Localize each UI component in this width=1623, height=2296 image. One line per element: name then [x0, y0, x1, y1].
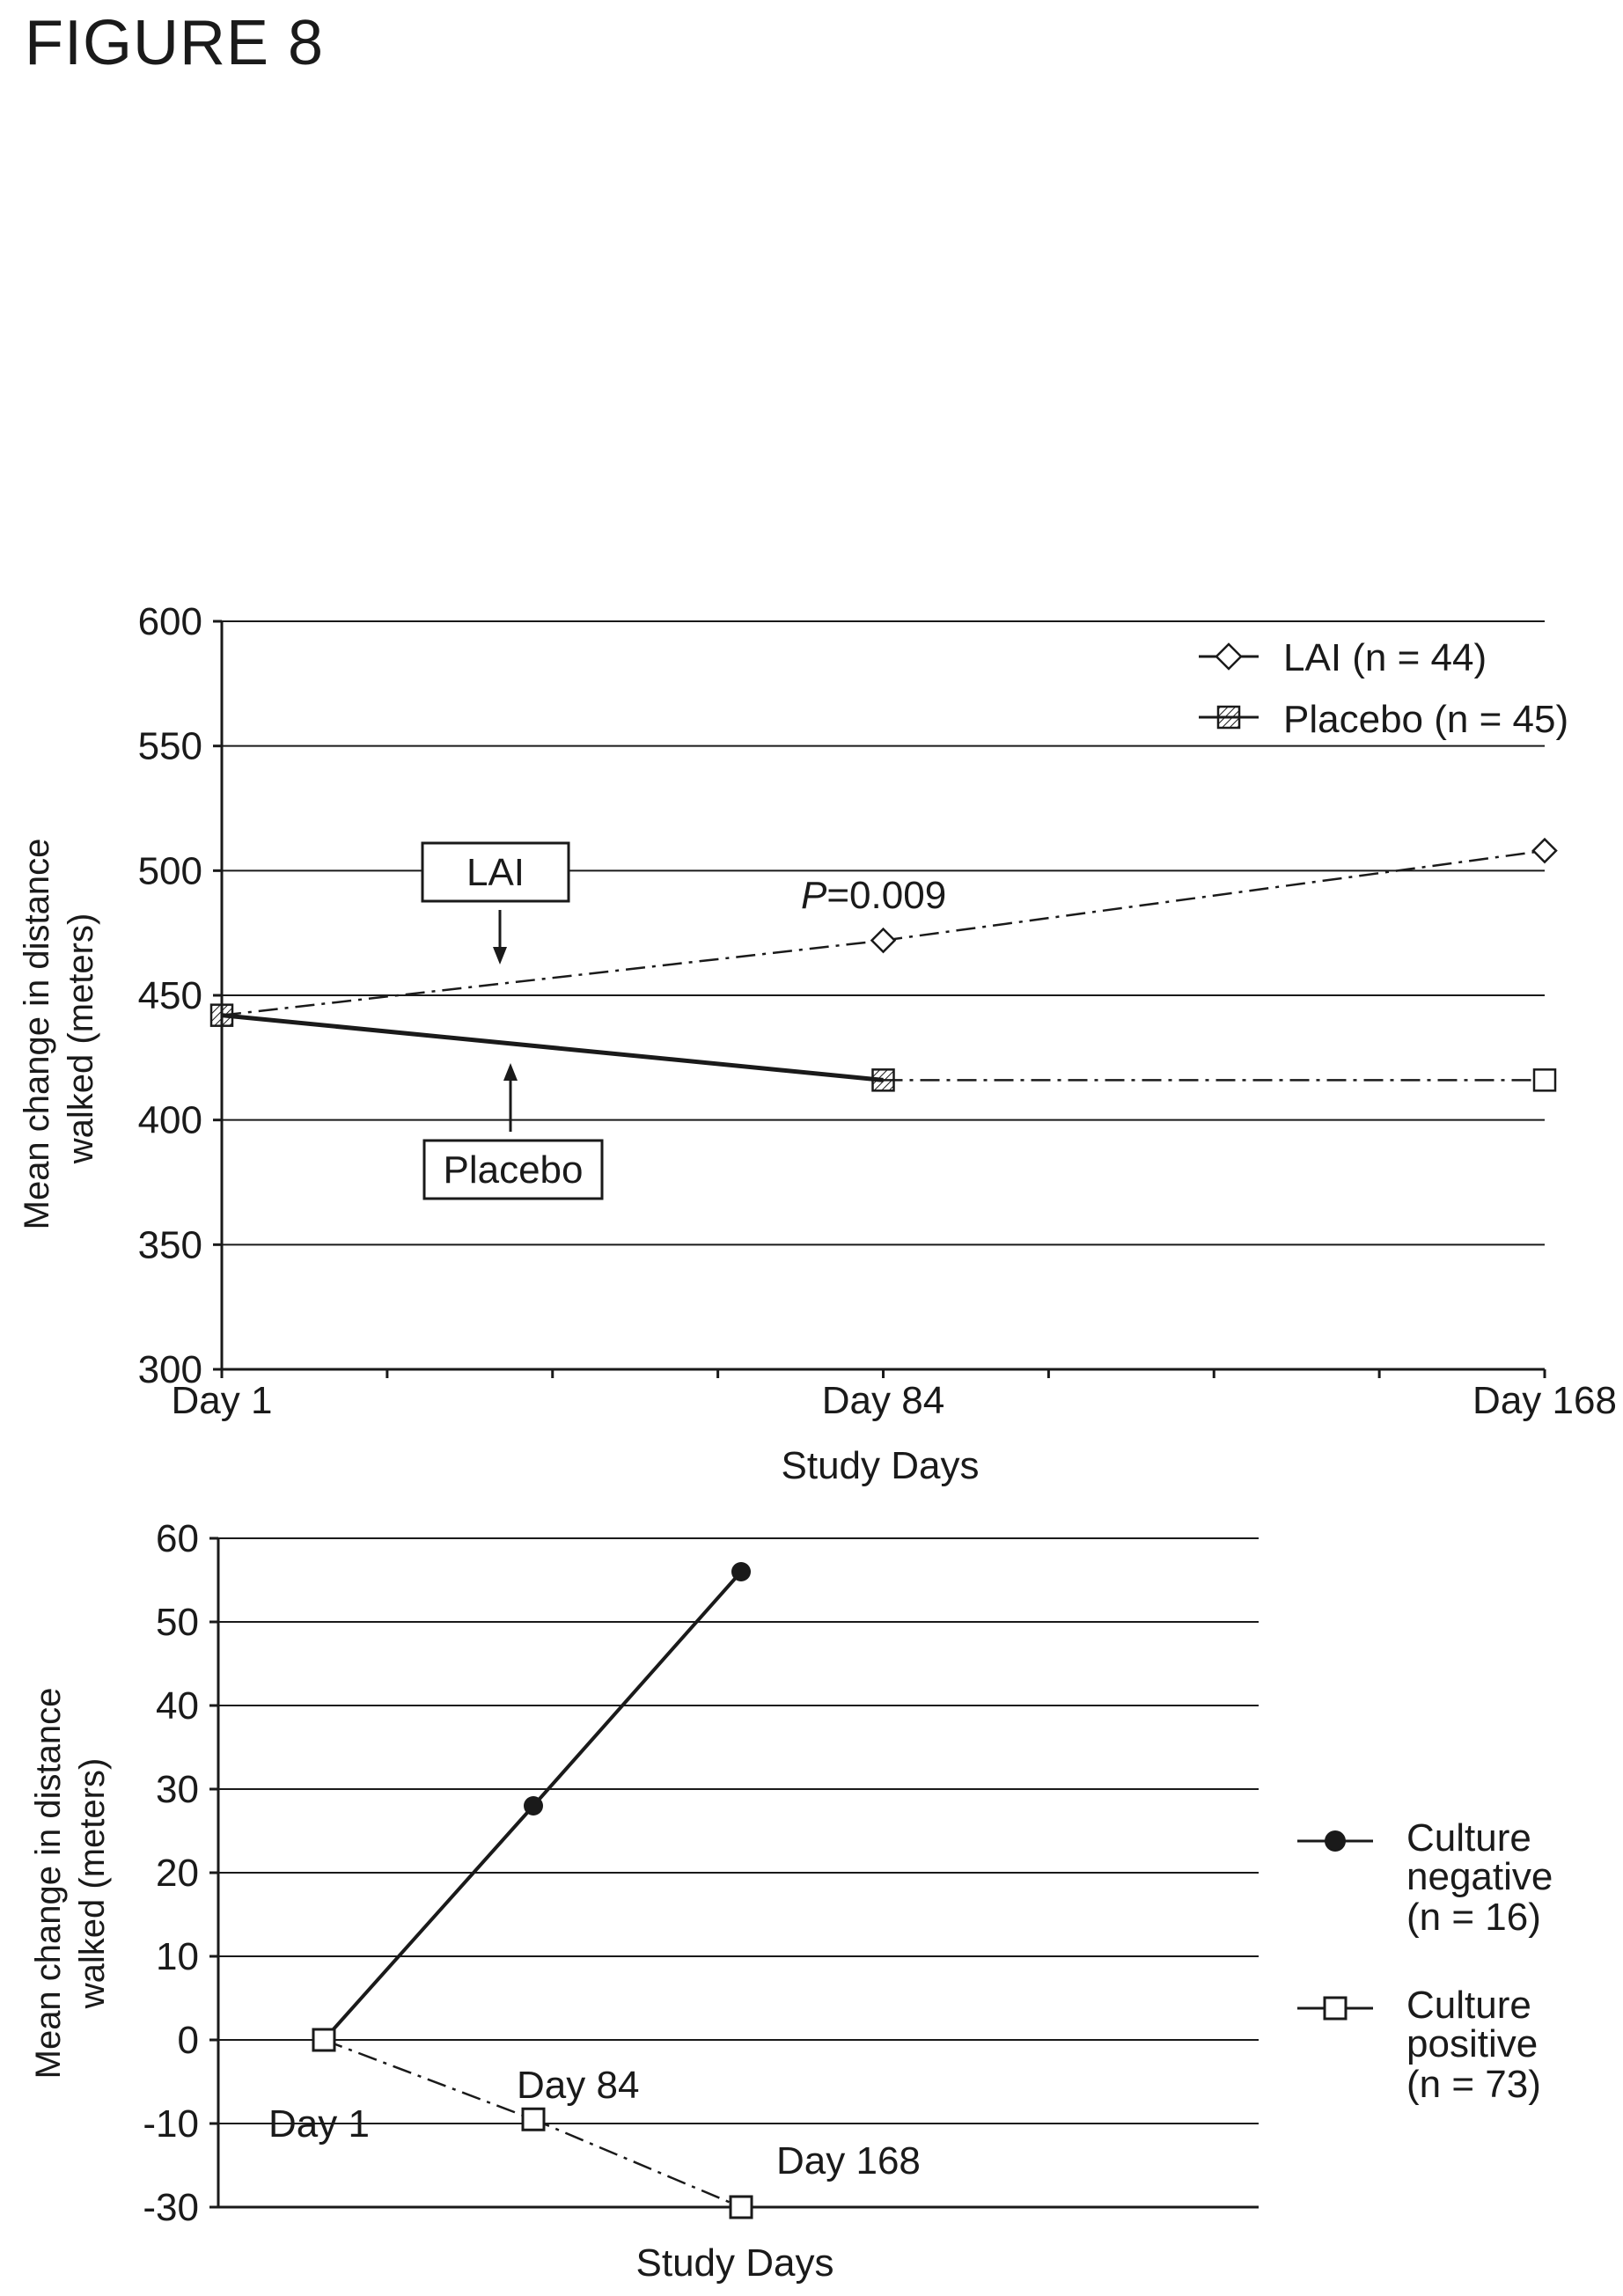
c2-legend-positive-line3: (n = 73)	[1406, 2063, 1541, 2106]
c2-point-culture-negative	[731, 1562, 751, 1581]
c2-point-label-day1: Day 1	[268, 2102, 370, 2146]
c2-point-label-day168: Day 168	[776, 2139, 921, 2182]
c1-y-axis-label-line2: walked (meters)	[62, 913, 100, 1165]
c2-point-culture-negative	[524, 1796, 543, 1816]
c1-point-placebo	[1532, 1068, 1557, 1092]
c1-legend-placebo-marker	[1216, 705, 1241, 730]
c2-point-culture-positive	[312, 2028, 336, 2052]
c2-y-tick-label: 40	[156, 1684, 199, 1728]
c1-legend-lai-label: LAI (n = 44)	[1283, 636, 1487, 679]
c1-point-lai	[870, 927, 897, 954]
c1-lai-callout-box	[421, 841, 570, 903]
c2-y-tick-labels: -30 -10 0 10 20 30 40 50 60	[143, 1517, 199, 2229]
chart-2: -30 -10 0 10 20 30 40 50 60 Mean change in dista…	[29, 1517, 1553, 2285]
c1-p-value: P=0.009	[801, 874, 946, 917]
c1-series-line-placebo-solid	[221, 1013, 884, 1082]
c1-y-tick-labels: 300 350 400 450 500 550 600	[138, 600, 202, 1391]
c2-y-tick-label: -30	[143, 2186, 199, 2229]
c1-x-tick-labels: Day 1 Day 84 Day 168	[172, 1379, 1617, 1422]
c2-y-tick-label: 60	[156, 1517, 199, 1560]
c1-x-tick-label: Day 84	[822, 1379, 944, 1422]
c1-point-placebo	[871, 1068, 895, 1092]
c2-point-culture-positive	[521, 2107, 546, 2131]
c2-x-axis-label: Study Days	[636, 2241, 834, 2285]
c1-axes	[213, 620, 1546, 1378]
c2-point-culture-positive	[729, 2195, 753, 2219]
c1-series-markers	[209, 837, 1558, 1092]
c1-legend-lai-marker	[1215, 642, 1243, 671]
c2-y-axis-label-line2: walked (meters)	[73, 1758, 112, 2010]
c2-legend-positive-line2: positive	[1406, 2022, 1538, 2065]
figure-title: FIGURE 8	[25, 8, 325, 78]
c2-legend: Culture negative (n = 16) Culture positi…	[1297, 1816, 1553, 2106]
c2-legend-positive-line1: Culture	[1406, 1984, 1531, 2027]
c1-lai-callout-text: LAI	[466, 851, 525, 894]
c2-gridlines	[218, 1537, 1259, 2124]
c2-legend-negative-marker	[1325, 1830, 1346, 1852]
c2-y-tick-label: 10	[156, 1935, 199, 1978]
c1-placebo-callout-box	[422, 1139, 604, 1200]
c2-legend-positive-marker	[1323, 1996, 1348, 2021]
c1-y-tick-label: 350	[138, 1223, 202, 1266]
c2-legend-negative-line1: Culture	[1406, 1816, 1531, 1860]
c2-legend-negative-line3: (n = 16)	[1406, 1896, 1541, 1939]
c2-y-tick-label: 30	[156, 1768, 199, 1811]
c2-y-tick-label: 20	[156, 1852, 199, 1895]
c1-y-tick-label: 300	[138, 1348, 202, 1391]
chart-1: 300 350 400 450 500 550 600 Day 1 Day 84 Day 168…	[18, 600, 1617, 1487]
c1-x-axis-label: Study Days	[782, 1444, 980, 1487]
c1-legend-placebo-label: Placebo (n = 45)	[1283, 698, 1568, 741]
c1-legend: LAI (n = 44) Placebo (n = 45)	[1199, 636, 1568, 741]
c2-point-label-day84: Day 84	[517, 2064, 639, 2107]
c1-x-tick-label: Day 168	[1472, 1379, 1617, 1422]
c1-y-tick-label: 400	[138, 1099, 202, 1142]
c1-y-tick-label: 450	[138, 974, 202, 1017]
c2-y-tick-label: 50	[156, 1601, 199, 1644]
c2-legend-negative-line2: negative	[1406, 1855, 1553, 1898]
c1-x-tick-label: Day 1	[172, 1379, 273, 1422]
c1-y-axis-label-line1: Mean change in distance	[18, 839, 56, 1230]
c2-y-tick-label: -10	[143, 2102, 199, 2146]
c1-y-tick-label: 600	[138, 600, 202, 643]
c2-series-markers	[312, 1562, 753, 2219]
c1-point-lai	[1531, 837, 1558, 864]
c1-placebo-callout-text: Placebo	[443, 1148, 583, 1192]
c1-y-tick-label: 500	[138, 849, 202, 892]
c2-y-tick-label: 0	[178, 2019, 199, 2062]
c2-y-axis-label-line1: Mean change in distance	[29, 1688, 68, 2080]
c1-y-tick-label: 550	[138, 725, 202, 768]
c1-point-placebo	[209, 1003, 234, 1027]
